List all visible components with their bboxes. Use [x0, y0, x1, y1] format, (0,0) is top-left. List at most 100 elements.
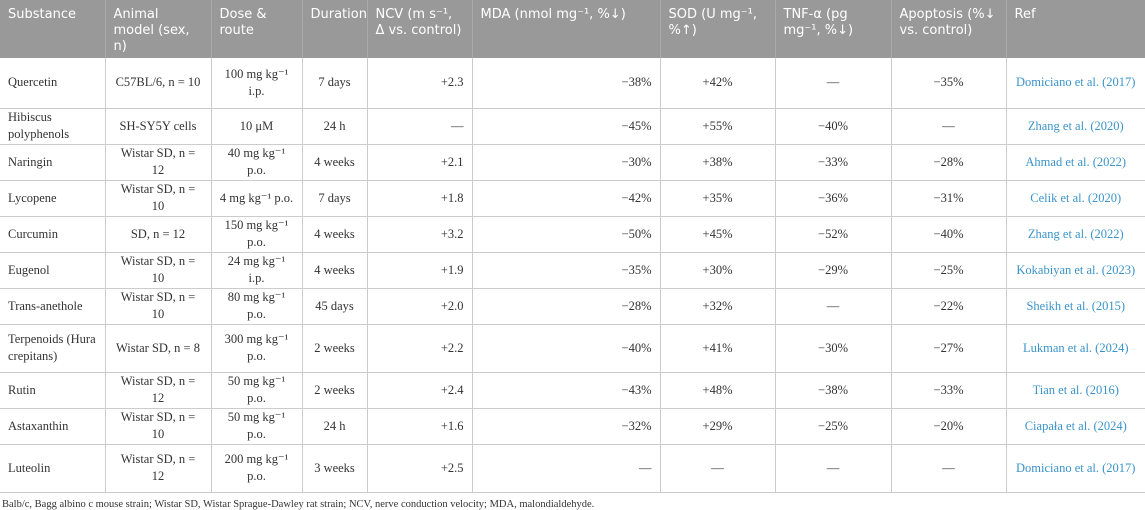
column-header-sod: SOD (U mg⁻¹, %↑) — [660, 0, 776, 58]
cell-animal-model: Wistar SD, n = 10 — [105, 180, 212, 217]
cell-substance: Lycopene — [0, 180, 106, 217]
cell-ncv: — — [367, 108, 473, 145]
cell-animal-model: C57BL/6, n = 10 — [105, 58, 212, 109]
cell-dose-route: 200 mg kg⁻¹ p.o. — [211, 444, 303, 493]
cell-apoptosis: −22% — [891, 288, 1007, 325]
table-row: Eugenol Wistar SD, n = 10 24 mg kg⁻¹ i.p. 4… — [0, 252, 1145, 289]
cell-sod: +55% — [660, 108, 776, 145]
ref-link[interactable]: Lukman et al. (2024) — [1006, 324, 1145, 373]
cell-dose-route: 100 mg kg⁻¹ i.p. — [211, 58, 303, 109]
cell-ncv: +2.3 — [367, 58, 473, 109]
cell-duration: 3 weeks — [302, 444, 368, 493]
cell-apoptosis: −31% — [891, 180, 1007, 217]
cell-ncv: +1.9 — [367, 252, 473, 289]
cell-duration: 2 weeks — [302, 324, 368, 373]
cell-mda: −32% — [472, 408, 661, 445]
column-header-apoptosis: Apoptosis (%↓ vs. control) — [891, 0, 1007, 58]
cell-mda: −35% — [472, 252, 661, 289]
table-row: Terpenoids (Hura crepitans) Wistar SD, n … — [0, 324, 1145, 373]
table-row: Lycopene Wistar SD, n = 10 4 mg kg⁻¹ p.o. 7… — [0, 180, 1145, 217]
cell-substance: Luteolin — [0, 444, 106, 493]
cell-dose-route: 40 mg kg⁻¹ p.o. — [211, 144, 303, 181]
ref-link[interactable]: Domiciano et al. (2017) — [1006, 444, 1145, 493]
cell-tnf-alpha: −30% — [775, 324, 892, 373]
cell-sod: — — [660, 444, 776, 493]
cell-substance: Trans-anethole — [0, 288, 106, 325]
table-row: Trans-anethole Wistar SD, n = 10 80 mg kg⁻… — [0, 288, 1145, 325]
cell-mda: −28% — [472, 288, 661, 325]
cell-tnf-alpha: −33% — [775, 144, 892, 181]
cell-substance: Naringin — [0, 144, 106, 181]
cell-animal-model: Wistar SD, n = 12 — [105, 144, 212, 181]
cell-mda: −50% — [472, 216, 661, 253]
cell-apoptosis: −27% — [891, 324, 1007, 373]
ref-link[interactable]: Tian et al. (2016) — [1006, 372, 1145, 409]
cell-substance: Hibiscus polyphenols — [0, 108, 106, 145]
cell-ncv: +2.1 — [367, 144, 473, 181]
ref-link[interactable]: Kokabiyan et al. (2023) — [1006, 252, 1145, 289]
column-header-animal-model: Animal model (sex, n) — [105, 0, 212, 58]
column-header-mda: MDA (nmol mg⁻¹, %↓) — [472, 0, 661, 58]
table-row: Curcumin SD, n = 12 150 mg kg⁻¹ p.o. 4 week… — [0, 216, 1145, 253]
cell-dose-route: 4 mg kg⁻¹ p.o. — [211, 180, 303, 217]
cell-tnf-alpha: — — [775, 58, 892, 109]
cell-tnf-alpha: — — [775, 288, 892, 325]
cell-sod: +45% — [660, 216, 776, 253]
ref-link[interactable]: Ciapała et al. (2024) — [1006, 408, 1145, 445]
cell-duration: 7 days — [302, 58, 368, 109]
ref-link[interactable]: Domiciano et al. (2017) — [1006, 58, 1145, 109]
cell-duration: 4 weeks — [302, 144, 368, 181]
cell-sod: +35% — [660, 180, 776, 217]
ref-link[interactable]: Zhang et al. (2022) — [1006, 216, 1145, 253]
ref-link[interactable]: Celik et al. (2020) — [1006, 180, 1145, 217]
table-row: Astaxanthin Wistar SD, n = 10 50 mg kg⁻¹ p… — [0, 408, 1145, 445]
table-row: Hibiscus polyphenols SH-SY5Y cells 10 μM 24… — [0, 108, 1145, 145]
cell-sod: +38% — [660, 144, 776, 181]
cell-duration: 24 h — [302, 108, 368, 145]
cell-tnf-alpha: −29% — [775, 252, 892, 289]
cell-duration: 7 days — [302, 180, 368, 217]
cell-mda: −45% — [472, 108, 661, 145]
cell-tnf-alpha: −40% — [775, 108, 892, 145]
cell-apoptosis: −25% — [891, 252, 1007, 289]
cell-substance: Eugenol — [0, 252, 106, 289]
cell-dose-route: 24 mg kg⁻¹ i.p. — [211, 252, 303, 289]
cell-mda: −43% — [472, 372, 661, 409]
column-header-ncv: NCV (m s⁻¹, Δ vs. control) — [367, 0, 473, 58]
table-row: Rutin Wistar SD, n = 12 50 mg kg⁻¹ p.o. 2 w… — [0, 372, 1145, 409]
cell-apoptosis: −28% — [891, 144, 1007, 181]
cell-apoptosis: — — [891, 108, 1007, 145]
cell-ncv: +2.0 — [367, 288, 473, 325]
cell-dose-route: 150 mg kg⁻¹ p.o. — [211, 216, 303, 253]
cell-substance: Terpenoids (Hura crepitans) — [0, 324, 106, 373]
cell-ncv: +2.5 — [367, 444, 473, 493]
cell-tnf-alpha: −52% — [775, 216, 892, 253]
cell-substance: Astaxanthin — [0, 408, 106, 445]
ref-link[interactable]: Sheikh et al. (2015) — [1006, 288, 1145, 325]
cell-duration: 24 h — [302, 408, 368, 445]
cell-substance: Rutin — [0, 372, 106, 409]
cell-apoptosis: −35% — [891, 58, 1007, 109]
column-header-duration: Duration — [302, 0, 368, 58]
cell-substance: Quercetin — [0, 58, 106, 109]
cell-mda: −42% — [472, 180, 661, 217]
cell-animal-model: Wistar SD, n = 12 — [105, 372, 212, 409]
table-row: Luteolin Wistar SD, n = 12 200 mg kg⁻¹ p.o… — [0, 444, 1145, 493]
cell-dose-route: 50 mg kg⁻¹ p.o. — [211, 372, 303, 409]
ref-link[interactable]: Ahmad et al. (2022) — [1006, 144, 1145, 181]
cell-dose-route: 10 μM — [211, 108, 303, 145]
cell-animal-model: Wistar SD, n = 10 — [105, 408, 212, 445]
cell-ncv: +2.2 — [367, 324, 473, 373]
cell-tnf-alpha: — — [775, 444, 892, 493]
cell-sod: +41% — [660, 324, 776, 373]
table-row: Quercetin C57BL/6, n = 10 100 mg kg⁻¹ i.p.… — [0, 58, 1145, 109]
table-row: Naringin Wistar SD, n = 12 40 mg kg⁻¹ p.o.… — [0, 144, 1145, 181]
cell-tnf-alpha: −25% — [775, 408, 892, 445]
cell-dose-route: 300 mg kg⁻¹ p.o. — [211, 324, 303, 373]
cell-animal-model: Wistar SD, n = 10 — [105, 252, 212, 289]
cell-dose-route: 80 mg kg⁻¹ p.o. — [211, 288, 303, 325]
cell-animal-model: SD, n = 12 — [105, 216, 212, 253]
cell-mda: −40% — [472, 324, 661, 373]
data-table: Substance Animal model (sex, n) Dose & rou… — [0, 0, 1145, 493]
ref-link[interactable]: Zhang et al. (2020) — [1006, 108, 1145, 145]
